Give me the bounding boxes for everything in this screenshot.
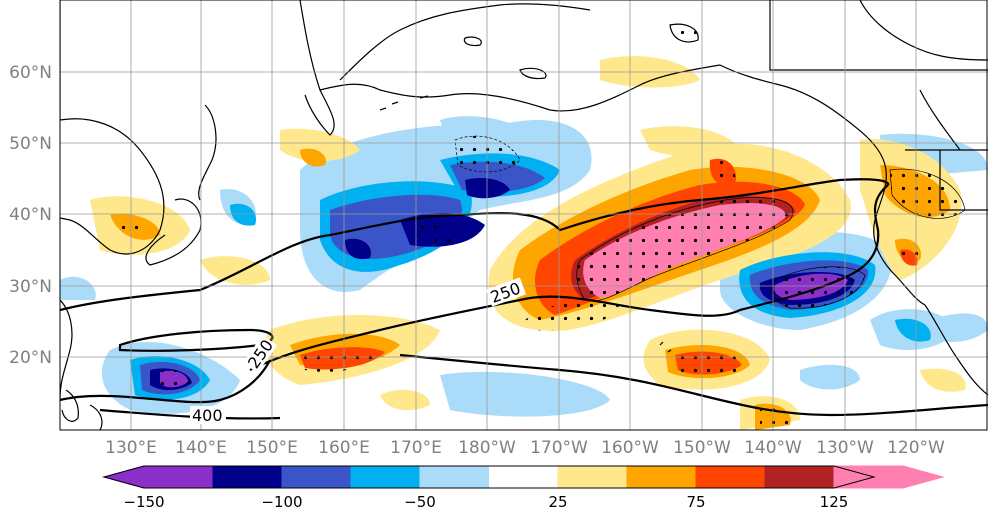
gridlines <box>60 0 988 430</box>
colorbar-segment <box>695 465 766 489</box>
colorbar-tick-labels: −150 −100 −50 25 75 125 <box>123 493 848 511</box>
lat-label: 50°N <box>9 134 52 154</box>
colorbar-tick-label: 25 <box>548 493 567 511</box>
lat-label: 20°N <box>9 348 52 368</box>
colorbar-segment <box>557 465 628 489</box>
map-panel: 250 250 400 <box>60 0 988 430</box>
colorbar-segment <box>281 465 352 489</box>
lat-label: 60°N <box>9 63 52 83</box>
colorbar-tick-label: 125 <box>820 493 849 511</box>
colorbar-segment <box>212 465 283 489</box>
colorbar-outline <box>102 465 876 489</box>
colorbar-segment <box>419 465 490 489</box>
colorbar-tick-label: −50 <box>404 493 436 511</box>
lon-label: 160°W <box>601 438 659 458</box>
lat-label: 30°N <box>9 277 52 297</box>
colorbar-segment <box>833 465 945 489</box>
colorbar-segment <box>102 465 214 489</box>
lat-label: 40°N <box>9 205 52 225</box>
colorbar-tick-label: 75 <box>686 493 705 511</box>
colorbar-tick-label: −150 <box>123 493 164 511</box>
colorbar-tick-label: −100 <box>261 493 302 511</box>
longitude-labels: 130°E 140°E 150°E 160°E 170°E 180°W 170°… <box>105 438 945 458</box>
lon-label: 160°E <box>318 438 370 458</box>
lon-label: 150°W <box>673 438 731 458</box>
colorbar-segment <box>626 465 697 489</box>
lon-label: 120°W <box>887 438 945 458</box>
colorbar-segment <box>764 465 835 489</box>
map-frame <box>59 0 988 431</box>
colorbar-segment <box>489 466 558 488</box>
lon-label: 170°E <box>390 438 442 458</box>
anomaly-shading <box>60 23 988 430</box>
coastlines <box>60 0 988 430</box>
contour-label: 400 <box>192 406 223 425</box>
colorbar <box>102 465 945 489</box>
lon-label: 140°E <box>175 438 227 458</box>
latitude-labels: 60°N 50°N 40°N 30°N 20°N <box>9 63 52 368</box>
lon-label: 180°W <box>458 438 516 458</box>
lon-label: 140°W <box>744 438 802 458</box>
lon-label: 130°E <box>105 438 157 458</box>
lon-label: 150°E <box>246 438 298 458</box>
colorbar-segment <box>350 465 421 489</box>
lon-label: 170°W <box>530 438 588 458</box>
lon-label: 130°W <box>816 438 874 458</box>
